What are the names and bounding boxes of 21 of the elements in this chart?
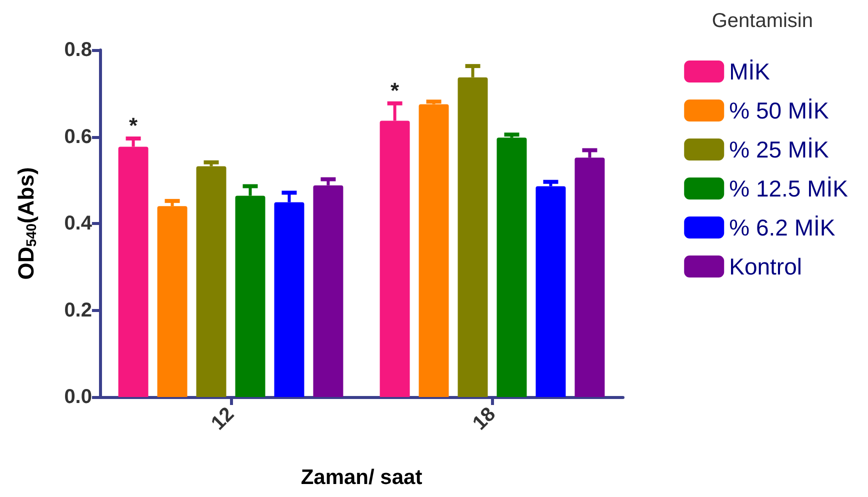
- y-tick-label: 0.0: [64, 386, 92, 408]
- y-tick-label: 0.2: [64, 299, 92, 322]
- data-label: *: [390, 78, 400, 103]
- legend-label: % 6.2 MİK: [729, 214, 836, 240]
- legend-label: Kontrol: [729, 254, 802, 280]
- y-tick-label: 0.4: [64, 212, 93, 234]
- legend-label: % 50 MİK: [729, 98, 830, 124]
- bar: [313, 185, 344, 397]
- bar: [536, 186, 566, 397]
- legend-label: % 25 MİK: [729, 136, 830, 162]
- x-tick-label: 12: [207, 403, 239, 434]
- y-tick-label: 0.6: [64, 126, 92, 148]
- y-tick-label: 0.8: [64, 39, 92, 61]
- y-axis-title: OD540(Abs): [14, 167, 39, 280]
- data-label: *: [129, 112, 138, 138]
- legend-label: MİK: [729, 58, 771, 84]
- legend-label: % 12.5 MİK: [729, 176, 849, 202]
- legend-title: Gentamisin: [712, 10, 814, 32]
- x-axis-title: Zaman/ saat: [300, 466, 422, 489]
- bar: [157, 206, 188, 397]
- x-tick-label: 18: [468, 403, 500, 434]
